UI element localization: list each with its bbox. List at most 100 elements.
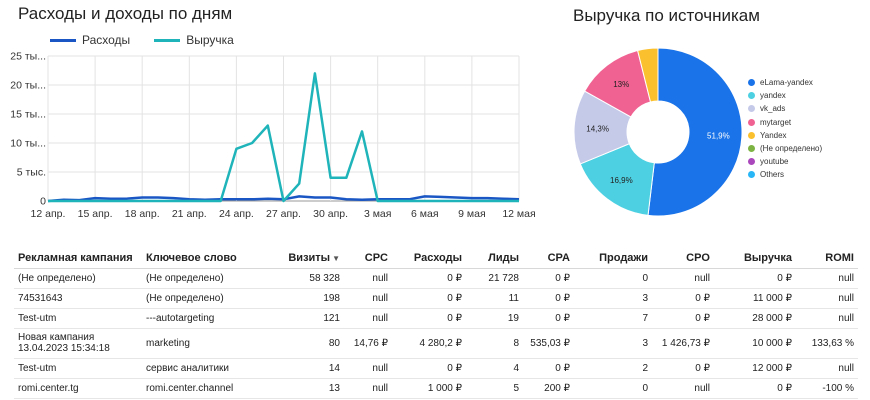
cell-expenses: 1 000 ₽ bbox=[392, 378, 466, 399]
cell-cpc: null bbox=[344, 308, 392, 329]
donut-legend-label: yandex bbox=[760, 91, 786, 101]
col-header-cpa[interactable]: CPA bbox=[523, 248, 574, 269]
line-chart-legend: Расходы Выручка bbox=[50, 33, 234, 47]
y-tick-label: 15 ты... bbox=[10, 109, 46, 121]
y-tick-label: 10 ты... bbox=[10, 138, 46, 150]
x-tick-label: 15 апр. bbox=[78, 208, 113, 220]
legend-dot-icon bbox=[748, 79, 755, 87]
legend-dot-icon bbox=[748, 118, 755, 126]
donut-legend-label: (Не определено) bbox=[760, 144, 823, 154]
table-row[interactable]: Test-utm сервис аналитики 14 null 0 ₽4 0 ₽2 0 … bbox=[14, 358, 858, 379]
cell-visits: 14 bbox=[262, 358, 344, 379]
line-chart-title: Расходы и доходы по дням bbox=[18, 4, 233, 23]
cell-romi: null bbox=[796, 268, 858, 289]
x-tick-label: 24 апр. bbox=[219, 208, 254, 220]
donut-legend-item[interactable]: Others bbox=[748, 168, 822, 181]
legend-dot-icon bbox=[748, 92, 755, 100]
cell-expenses: 0 ₽ bbox=[392, 288, 466, 309]
cell-campaign: Test-utm bbox=[14, 308, 142, 329]
sort-desc-icon[interactable]: ▼ bbox=[332, 253, 340, 263]
col-header-keyword[interactable]: Ключевое слово bbox=[142, 248, 262, 269]
cell-campaign: (Не определено) bbox=[14, 268, 142, 289]
x-tick-label: 27 апр. bbox=[266, 208, 301, 220]
col-header-cpo[interactable]: CPO bbox=[652, 248, 714, 269]
donut-legend-item[interactable]: Yandex bbox=[748, 129, 822, 142]
cell-cpc: null bbox=[344, 288, 392, 309]
legend-label-revenue: Выручка bbox=[186, 33, 234, 47]
donut-legend-label: vk_ads bbox=[760, 104, 786, 114]
cell-campaign: romi.center.tg bbox=[14, 378, 142, 399]
donut-legend-item[interactable]: (Не определено) bbox=[748, 142, 822, 155]
cell-leads: 8 bbox=[466, 328, 523, 359]
cell-cpc: 14,76 ₽ bbox=[344, 328, 392, 359]
cell-keyword: (Не определено) bbox=[142, 268, 262, 289]
x-tick-label: 30 апр. bbox=[313, 208, 348, 220]
cell-keyword: (Не определено) bbox=[142, 288, 262, 309]
cell-sales: 7 bbox=[574, 308, 652, 329]
cell-romi: 133,63 % bbox=[796, 328, 858, 359]
cell-revenue: 10 000 ₽ bbox=[714, 328, 796, 359]
cell-leads: 11 bbox=[466, 288, 523, 309]
y-tick-label: 5 тыс. bbox=[17, 167, 46, 179]
donut-legend-item[interactable]: youtube bbox=[748, 155, 822, 168]
legend-item-expenses[interactable]: Расходы bbox=[50, 33, 130, 47]
cell-leads: 5 bbox=[466, 378, 523, 399]
col-header-expenses[interactable]: Расходы bbox=[392, 248, 466, 269]
cell-cpo: 0 ₽ bbox=[652, 358, 714, 379]
col-header-leads[interactable]: Лиды bbox=[466, 248, 523, 269]
legend-dot-icon bbox=[748, 171, 755, 179]
table-row[interactable]: 74531643 (Не определено) 198 null 0 ₽11 0 ₽3 0… bbox=[14, 288, 858, 309]
table-header-row: Рекламная кампания Ключевое слово Визиты… bbox=[14, 248, 858, 269]
donut-slice-label: 14,3% bbox=[586, 124, 609, 133]
table-row[interactable]: Новая кампания 13.04.2023 15:34:18 market… bbox=[14, 328, 858, 359]
donut-legend-label: Others bbox=[760, 170, 785, 180]
cell-sales: 0 bbox=[574, 378, 652, 399]
cell-expenses: 4 280,2 ₽ bbox=[392, 328, 466, 359]
donut-legend-item[interactable]: yandex bbox=[748, 89, 822, 102]
col-header-revenue[interactable]: Выручка bbox=[714, 248, 796, 269]
cell-sales: 0 bbox=[574, 268, 652, 289]
legend-item-revenue[interactable]: Выручка bbox=[154, 33, 234, 47]
table-row[interactable]: (Не определено) (Не определено) 58 328 null… bbox=[14, 268, 858, 289]
cell-cpc: null bbox=[344, 268, 392, 289]
donut-slice-elama-yandex[interactable] bbox=[647, 47, 743, 217]
table-row[interactable]: romi.center.tg romi.center.channel 13 null 1… bbox=[14, 378, 858, 399]
x-tick-label: 9 мая bbox=[458, 208, 486, 220]
col-header-sales[interactable]: Продажи bbox=[574, 248, 652, 269]
cell-cpo: 1 426,73 ₽ bbox=[652, 328, 714, 359]
line-chart: 0 5 тыс. 10 ты... 15 ты... 20 ты... 25 ты... 1… bbox=[10, 51, 535, 221]
col-header-campaign[interactable]: Рекламная кампания bbox=[14, 248, 142, 269]
x-tick-label: 12 апр. bbox=[31, 208, 66, 220]
donut-legend-label: mytarget bbox=[760, 117, 792, 127]
donut-legend-item[interactable]: mytarget bbox=[748, 116, 822, 129]
table-body: (Не определено) (Не определено) 58 328 null… bbox=[14, 268, 858, 399]
cell-cpa: 0 ₽ bbox=[523, 288, 574, 309]
y-tick-label: 20 ты... bbox=[10, 80, 46, 92]
donut-legend-item[interactable]: vk_ads bbox=[748, 102, 822, 115]
col-header-visits-label: Визиты bbox=[288, 251, 331, 264]
cell-expenses: 0 ₽ bbox=[392, 358, 466, 379]
cell-leads: 21 728 bbox=[466, 268, 523, 289]
donut-slice-yandex[interactable] bbox=[637, 47, 659, 103]
cell-cpa: 0 ₽ bbox=[523, 268, 574, 289]
cell-expenses: 0 ₽ bbox=[392, 308, 466, 329]
cell-campaign: 74531643 bbox=[14, 288, 142, 309]
col-header-visits[interactable]: Визиты ▼ bbox=[262, 248, 344, 269]
cell-cpa: 535,03 ₽ bbox=[523, 328, 574, 359]
cell-cpa: 0 ₽ bbox=[523, 308, 574, 329]
x-tick-label: 18 апр. bbox=[125, 208, 160, 220]
y-tick-label: 25 ты... bbox=[10, 51, 46, 63]
donut-legend-item[interactable]: eLama-yandex bbox=[748, 76, 822, 89]
cell-revenue: 28 000 ₽ bbox=[714, 308, 796, 329]
series-line-revenue bbox=[48, 72, 519, 203]
table-row[interactable]: Test-utm ---autotargeting 121 null 0 ₽19 0 ₽7… bbox=[14, 308, 858, 329]
legend-dot-icon bbox=[748, 158, 755, 166]
cell-romi: null bbox=[796, 358, 858, 379]
col-header-romi[interactable]: ROMI bbox=[796, 248, 858, 269]
col-header-cpc[interactable]: CPC bbox=[344, 248, 392, 269]
donut-legend-label: eLama-yandex bbox=[760, 78, 813, 88]
cell-keyword: marketing bbox=[142, 328, 262, 359]
donut-chart-title: Выручка по источникам bbox=[573, 6, 760, 25]
legend-dot-icon bbox=[748, 145, 755, 153]
cell-campaign: Test-utm bbox=[14, 358, 142, 379]
